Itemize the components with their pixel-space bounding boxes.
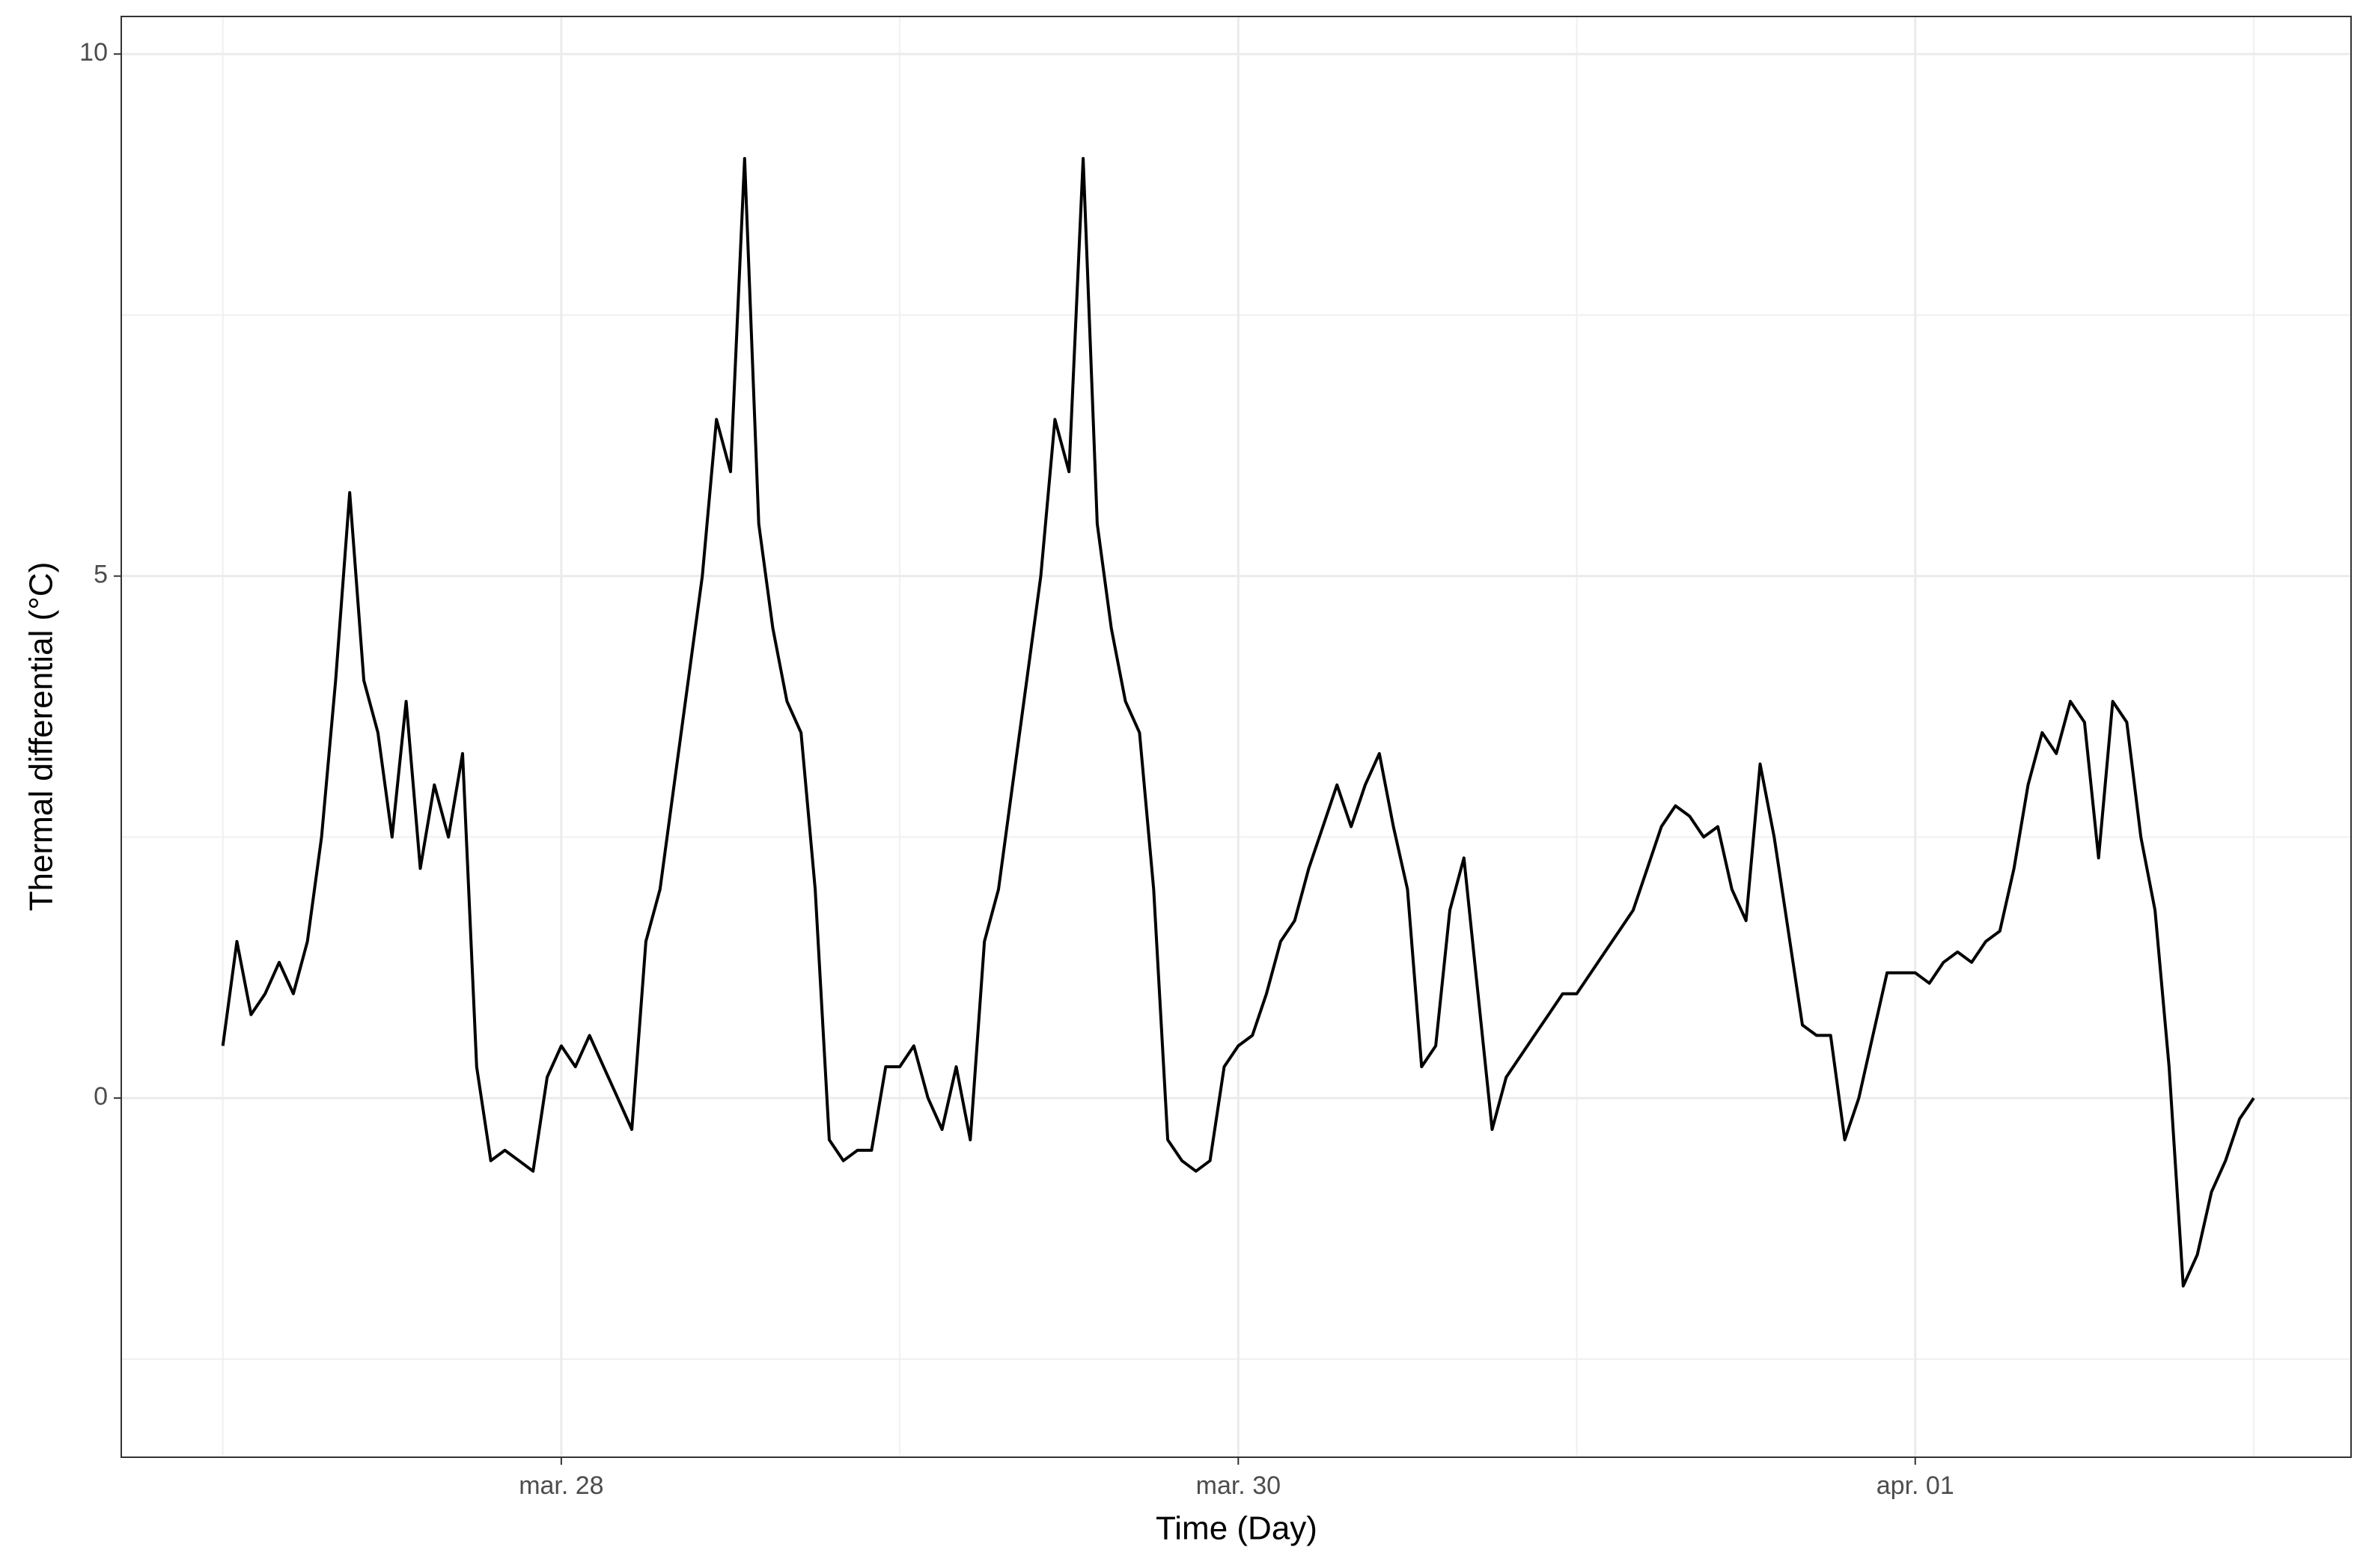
y-axis-title: Thermal differential (°C) (23, 562, 60, 912)
y-tick-label: 5 (94, 561, 108, 589)
y-tick-label: 0 (94, 1082, 108, 1111)
x-tick-label: apr. 01 (1876, 1471, 1954, 1500)
x-tick-label: mar. 28 (519, 1471, 603, 1500)
data-line (221, 156, 2255, 1288)
x-axis-title: Time (Day) (1156, 1510, 1317, 1547)
y-tick-label: 10 (79, 38, 108, 67)
x-tick-label: mar. 30 (1196, 1471, 1281, 1500)
panel-border (121, 16, 2352, 1458)
